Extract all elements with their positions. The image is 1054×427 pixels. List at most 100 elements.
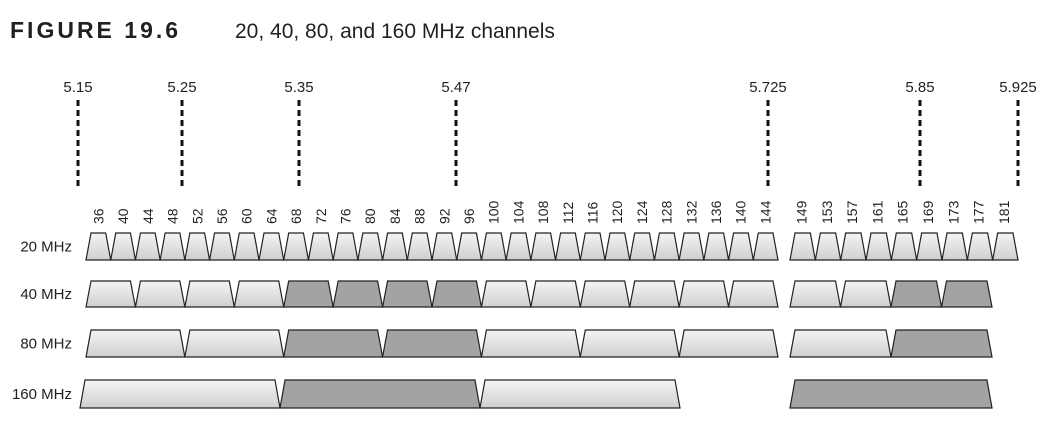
channel-block [727, 232, 755, 261]
channel-block [282, 280, 334, 308]
channel-block [184, 280, 236, 308]
channel-block [703, 232, 730, 261]
channel-number: 144 [757, 200, 773, 224]
channel-block [159, 232, 186, 261]
channel-number: 169 [920, 200, 936, 224]
row-label: 40 MHz [20, 286, 72, 303]
channel-block [940, 280, 993, 308]
channel-number: 128 [659, 200, 675, 224]
channel-block [678, 329, 779, 358]
frequency-label: 5.725 [749, 79, 787, 96]
channel-block [789, 379, 993, 409]
channel-block [479, 379, 681, 409]
channel-block [678, 280, 730, 308]
channel-block [727, 280, 779, 308]
channel-block [890, 329, 993, 358]
channel-block [431, 232, 458, 261]
channel-block [332, 280, 384, 308]
row-label: 20 MHz [20, 239, 72, 256]
channel-number: 56 [214, 208, 230, 224]
channel-block [134, 232, 161, 261]
channel-number: 116 [585, 201, 601, 224]
row-label: 160 MHz [12, 386, 72, 403]
channel-block [258, 232, 285, 261]
channel-number: 88 [412, 208, 428, 224]
channel-block [85, 232, 112, 261]
channel-block [579, 280, 631, 308]
channel-number: 40 [115, 208, 131, 224]
channel-block [890, 280, 943, 308]
channel-number: 60 [239, 208, 255, 224]
channel-block [789, 329, 892, 358]
channel-block [233, 232, 260, 261]
channel-number: 96 [461, 208, 477, 224]
channel-block [279, 379, 481, 409]
channel-block [966, 232, 994, 261]
channel-block [332, 232, 359, 261]
frequency-label: 5.15 [63, 79, 92, 96]
channel-number: 100 [486, 200, 502, 224]
channel-number: 36 [91, 208, 107, 224]
figure-title: 20, 40, 80, and 160 MHz channels [235, 20, 555, 43]
channel-number: 48 [165, 208, 181, 224]
channel-block [480, 280, 532, 308]
channel-block [941, 232, 969, 261]
channel-block [554, 232, 582, 261]
channel-block [530, 232, 557, 261]
channel-number: 72 [313, 208, 329, 224]
channel-number: 84 [387, 208, 403, 224]
channel-block [915, 232, 943, 261]
channel-block [282, 329, 384, 358]
channel-block [678, 232, 705, 261]
channel-number: 177 [971, 200, 987, 224]
channel-number: 64 [263, 208, 279, 224]
channel-number: 80 [362, 208, 378, 224]
channel-block [85, 329, 186, 358]
channel-block [79, 379, 281, 409]
channel-block [579, 329, 680, 358]
channel-number: 161 [869, 200, 885, 224]
channel-block [431, 280, 483, 308]
channel-block [381, 280, 433, 308]
channel-block [455, 232, 483, 261]
figure-label: FIGURE 19.6 [10, 17, 181, 43]
channel-block [208, 232, 236, 261]
frequency-label: 5.35 [284, 79, 313, 96]
channel-block [505, 232, 532, 261]
channel-block [628, 232, 656, 261]
channel-block [579, 232, 606, 261]
channel-block [890, 232, 918, 261]
channel-block [184, 232, 211, 261]
channel-block [839, 232, 867, 261]
row-label: 80 MHz [20, 336, 72, 353]
channel-block [282, 232, 310, 261]
channel-block [480, 329, 582, 358]
channel-number: 165 [895, 200, 911, 224]
channel-number: 92 [436, 208, 452, 224]
channel-number: 136 [708, 200, 724, 224]
channel-block [85, 280, 137, 308]
frequency-label: 5.85 [905, 79, 934, 96]
channel-block [530, 280, 582, 308]
channel-block [604, 232, 631, 261]
channel-number: 120 [609, 200, 625, 224]
channel-number: 104 [510, 200, 526, 224]
channel-number: 157 [844, 200, 860, 224]
channel-block [789, 232, 817, 261]
frequency-label: 5.47 [441, 79, 470, 96]
frequency-label: 5.925 [999, 79, 1037, 96]
channel-number: 153 [819, 200, 835, 224]
channel-number: 112 [560, 201, 576, 224]
channel-block [134, 280, 186, 308]
channel-number: 68 [288, 208, 304, 224]
channel-number: 124 [634, 200, 650, 224]
channel-block [381, 232, 409, 261]
channel-number: 44 [140, 208, 156, 224]
channel-block [381, 329, 483, 358]
channel-number: 52 [189, 208, 205, 224]
channel-block [653, 232, 680, 261]
channel-number: 173 [945, 200, 961, 224]
channel-number: 181 [996, 200, 1012, 224]
channel-block [480, 232, 507, 261]
